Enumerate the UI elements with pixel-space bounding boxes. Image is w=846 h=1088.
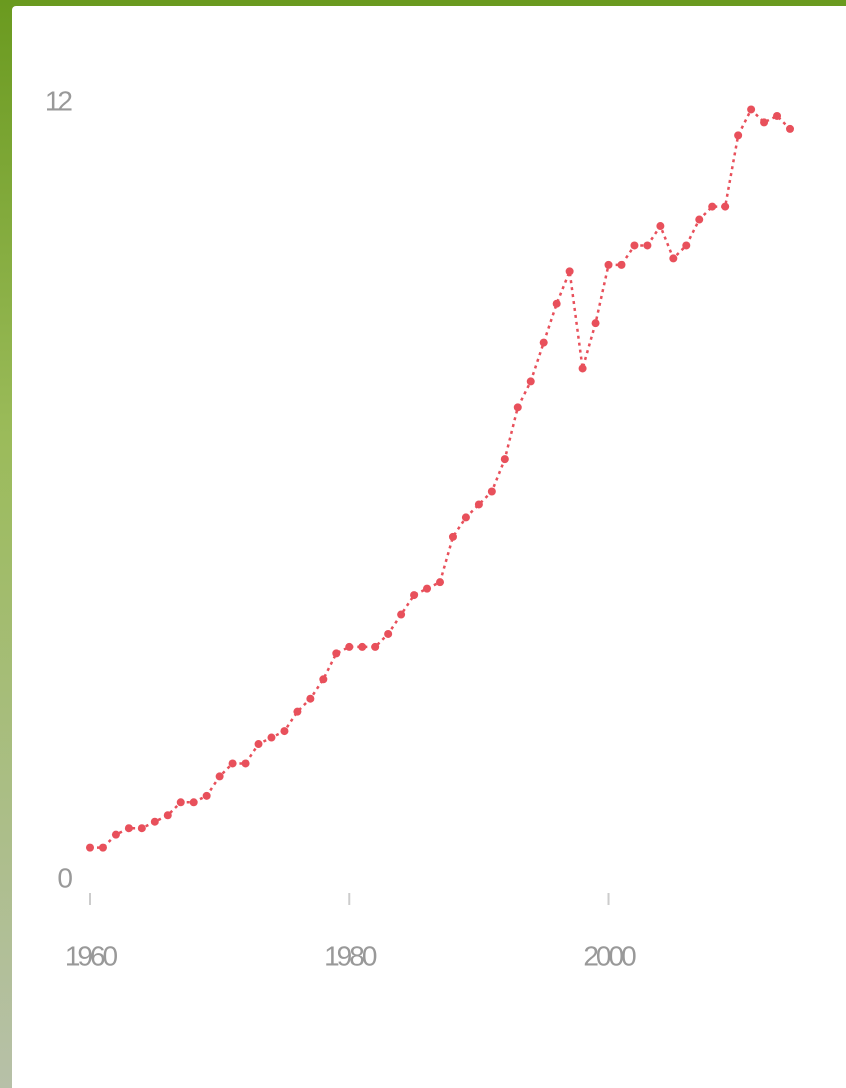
point (215, 772, 224, 781)
point (500, 455, 509, 464)
point (448, 532, 457, 541)
point (773, 111, 782, 120)
point (604, 260, 613, 269)
point (552, 299, 561, 308)
point (150, 817, 159, 826)
point (254, 740, 263, 749)
point (578, 364, 587, 373)
point (410, 591, 419, 600)
point (267, 733, 276, 742)
point (306, 694, 315, 703)
point (461, 513, 470, 522)
point (669, 254, 678, 263)
point (345, 642, 354, 651)
y-tick-label: 12 (45, 85, 73, 116)
panel (12, 6, 846, 1088)
point (384, 629, 393, 638)
point (747, 105, 756, 114)
point (397, 610, 406, 619)
point (474, 500, 483, 509)
point (682, 241, 691, 250)
point (539, 338, 548, 347)
y-tick-label: 0 (57, 862, 72, 893)
point (137, 824, 146, 833)
point (656, 222, 665, 231)
point (189, 798, 198, 807)
point (436, 578, 444, 587)
point (293, 707, 302, 716)
point (526, 377, 535, 386)
point (228, 759, 237, 768)
point (630, 241, 639, 250)
point (176, 798, 185, 807)
point (163, 811, 172, 820)
point (643, 241, 652, 250)
point (124, 824, 133, 833)
point (760, 118, 769, 127)
point (98, 843, 107, 852)
x-tick-label: 1960 (65, 940, 118, 971)
point (423, 584, 432, 593)
point (487, 487, 496, 496)
point (565, 267, 574, 276)
point (708, 202, 717, 211)
point (319, 675, 328, 684)
x-tick-label: 2000 (583, 940, 636, 971)
point (280, 727, 289, 736)
line (90, 107, 791, 849)
point (202, 791, 211, 800)
point (721, 202, 730, 211)
point (513, 403, 522, 412)
point (332, 649, 341, 658)
point (734, 131, 743, 140)
point (786, 124, 794, 133)
point (241, 759, 250, 768)
point (86, 843, 94, 852)
point (371, 642, 380, 651)
point (591, 319, 600, 328)
x-tick-label: 1980 (324, 940, 377, 971)
point (617, 260, 626, 269)
point (111, 830, 120, 839)
point (358, 642, 367, 651)
point (695, 215, 704, 224)
